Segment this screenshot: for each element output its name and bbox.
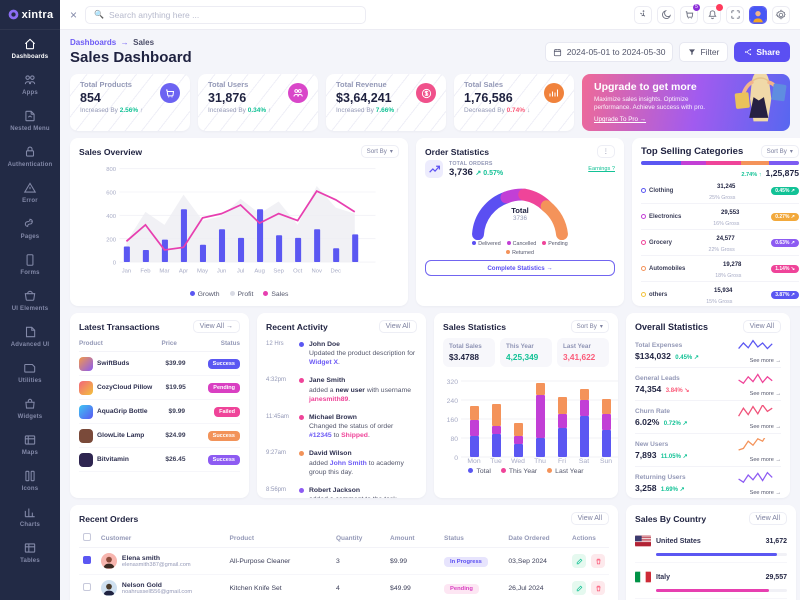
svg-text:Fri: Fri <box>558 458 566 465</box>
svg-text:800: 800 <box>106 168 117 174</box>
svg-text:160: 160 <box>447 417 459 424</box>
svg-text:Sat: Sat <box>579 458 589 465</box>
svg-text:240: 240 <box>447 398 459 405</box>
svg-text:Sun: Sun <box>600 458 612 465</box>
svg-text:Apr: Apr <box>179 269 188 275</box>
svg-text:80: 80 <box>450 436 458 443</box>
svg-text:Nov: Nov <box>311 269 322 275</box>
svg-text:400: 400 <box>106 214 117 220</box>
svg-text:0: 0 <box>113 261 117 267</box>
svg-text:Mon: Mon <box>467 458 480 465</box>
svg-text:Thu: Thu <box>534 458 546 465</box>
svg-text:Oct: Oct <box>293 269 303 275</box>
svg-text:Sep: Sep <box>273 269 284 275</box>
svg-text:Aug: Aug <box>254 269 264 275</box>
svg-text:May: May <box>197 269 208 275</box>
svg-text:Dec: Dec <box>331 269 342 275</box>
svg-text:320: 320 <box>447 379 459 386</box>
svg-text:200: 200 <box>106 238 117 244</box>
svg-text:Mar: Mar <box>159 269 169 275</box>
svg-text:0: 0 <box>454 455 458 462</box>
svg-text:Jul: Jul <box>237 269 245 275</box>
svg-text:600: 600 <box>106 191 117 197</box>
svg-text:Wed: Wed <box>511 458 525 465</box>
svg-text:Tue: Tue <box>490 458 502 465</box>
svg-text:Jun: Jun <box>217 269 226 275</box>
svg-text:Jan: Jan <box>122 269 131 275</box>
svg-text:Feb: Feb <box>140 269 151 275</box>
